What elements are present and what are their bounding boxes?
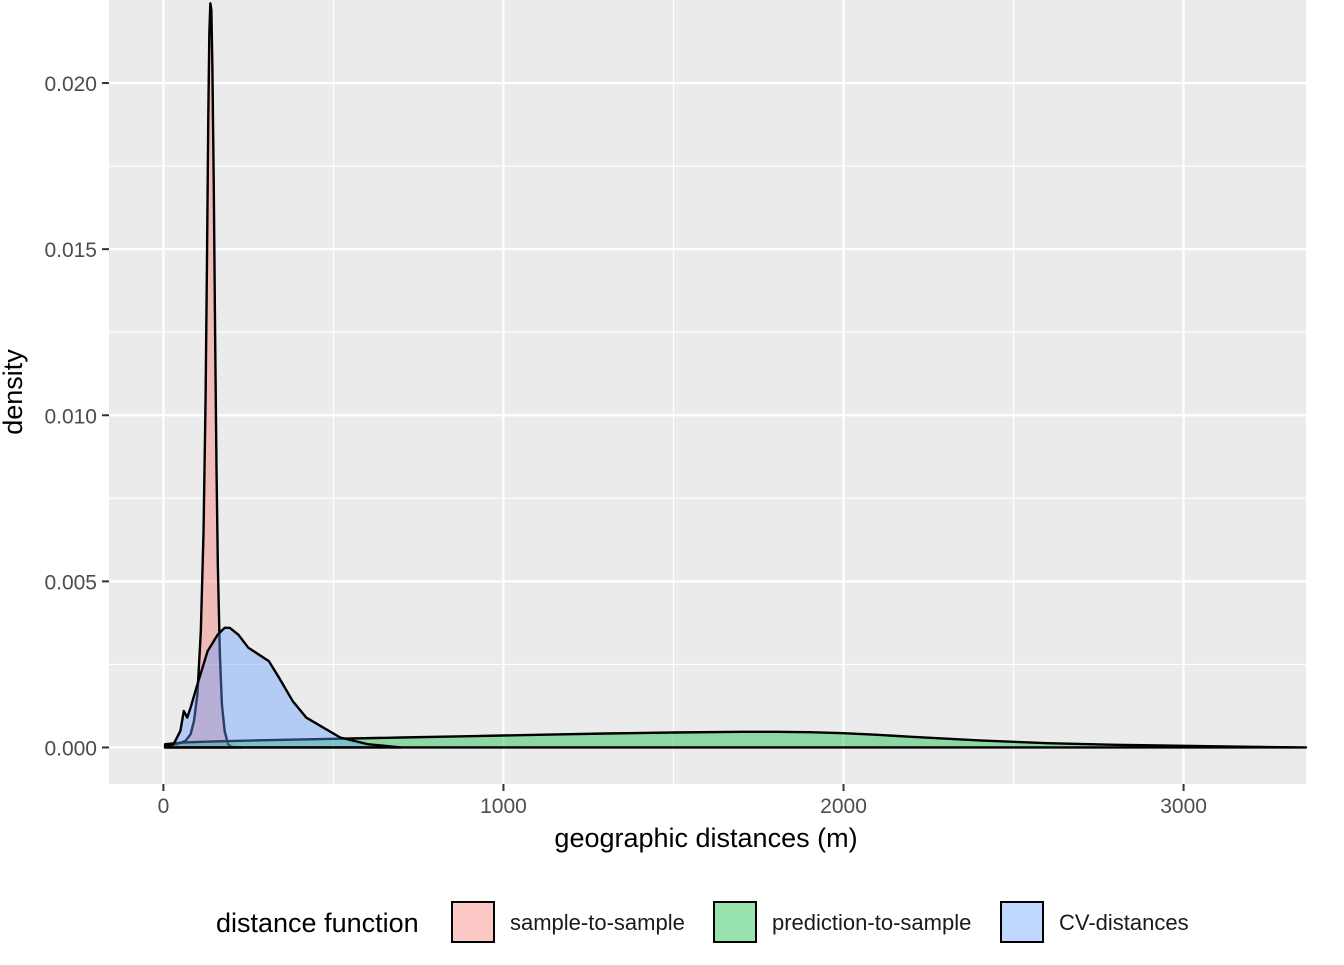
x-axis-title: geographic distances (m) — [554, 823, 857, 853]
density-areas — [163, 2, 1308, 749]
legend-title: distance function — [216, 908, 419, 938]
legend-item-sample-to-sample: sample-to-sample — [451, 901, 685, 943]
density-area-cv-distances — [163, 626, 403, 749]
y-tick-label: 0.000 — [44, 737, 97, 760]
x-tick-label: 1000 — [480, 795, 527, 818]
y-axis-title: density — [0, 349, 28, 435]
y-tick-label: 0.005 — [44, 571, 97, 594]
minor-gridlines — [109, 0, 1306, 784]
legend-label-cv-distances: CV-distances — [1059, 910, 1189, 935]
y-tick-label: 0.010 — [44, 405, 97, 428]
legend-key-sample-to-sample — [451, 901, 495, 943]
density-area-prediction-to-sample — [163, 730, 1308, 749]
legend-label-prediction-to-sample: prediction-to-sample — [772, 910, 971, 935]
x-tick-label: 2000 — [820, 795, 867, 818]
y-tick-label: 0.015 — [44, 239, 97, 262]
legend-item-prediction-to-sample: prediction-to-sample — [713, 901, 971, 943]
y-axis: 0.000 0.005 0.010 0.015 0.020 — [44, 73, 109, 760]
density-area-sample-to-sample — [163, 2, 243, 749]
legend-item-cv-distances: CV-distances — [1000, 901, 1189, 943]
legend-key-prediction-to-sample — [713, 901, 757, 943]
x-tick-label: 3000 — [1160, 795, 1207, 818]
x-axis: 0 1000 2000 3000 — [158, 784, 1207, 818]
plot-panel — [109, 0, 1306, 784]
legend: distance function sample-to-sample predi… — [216, 901, 1189, 943]
x-tick-label: 0 — [158, 795, 170, 818]
legend-label-sample-to-sample: sample-to-sample — [510, 910, 685, 935]
legend-key-cv-distances — [1000, 901, 1044, 943]
y-tick-label: 0.020 — [44, 73, 97, 96]
